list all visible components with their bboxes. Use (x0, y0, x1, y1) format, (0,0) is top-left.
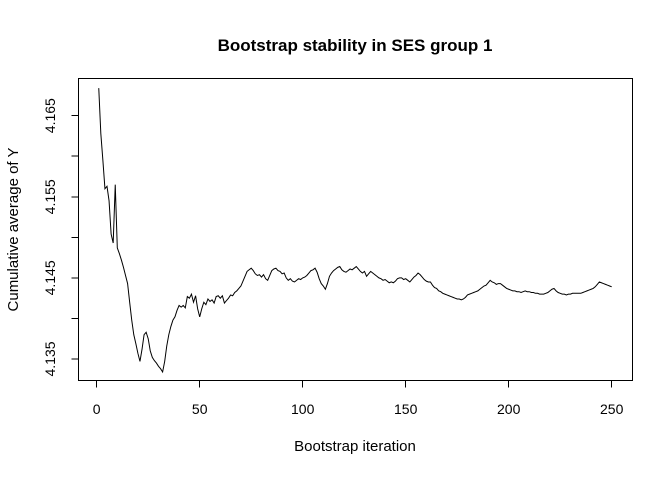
x-tick-label: 0 (93, 401, 101, 417)
series-line (98, 88, 612, 374)
x-axis: 0 50 100 150 200 250 (93, 380, 624, 417)
x-tick-label: 200 (497, 401, 521, 417)
plot-box (78, 78, 633, 381)
y-tick-label: 4.145 (42, 260, 58, 295)
x-axis-label: Bootstrap iteration (294, 438, 416, 455)
x-tick-label: 250 (600, 401, 624, 417)
y-tick-label: 4.135 (42, 341, 58, 376)
y-axis-label: Cumulative average of Y (5, 148, 22, 312)
x-tick-label: 100 (291, 401, 315, 417)
y-tick-label: 4.165 (42, 98, 58, 133)
x-tick-label: 50 (192, 401, 208, 417)
y-tick-label: 4.155 (42, 179, 58, 214)
chart-title: Bootstrap stability in SES group 1 (218, 36, 493, 55)
x-tick-label: 150 (394, 401, 418, 417)
y-axis: 4.135 4.145 4.155 4.165 (42, 98, 79, 377)
